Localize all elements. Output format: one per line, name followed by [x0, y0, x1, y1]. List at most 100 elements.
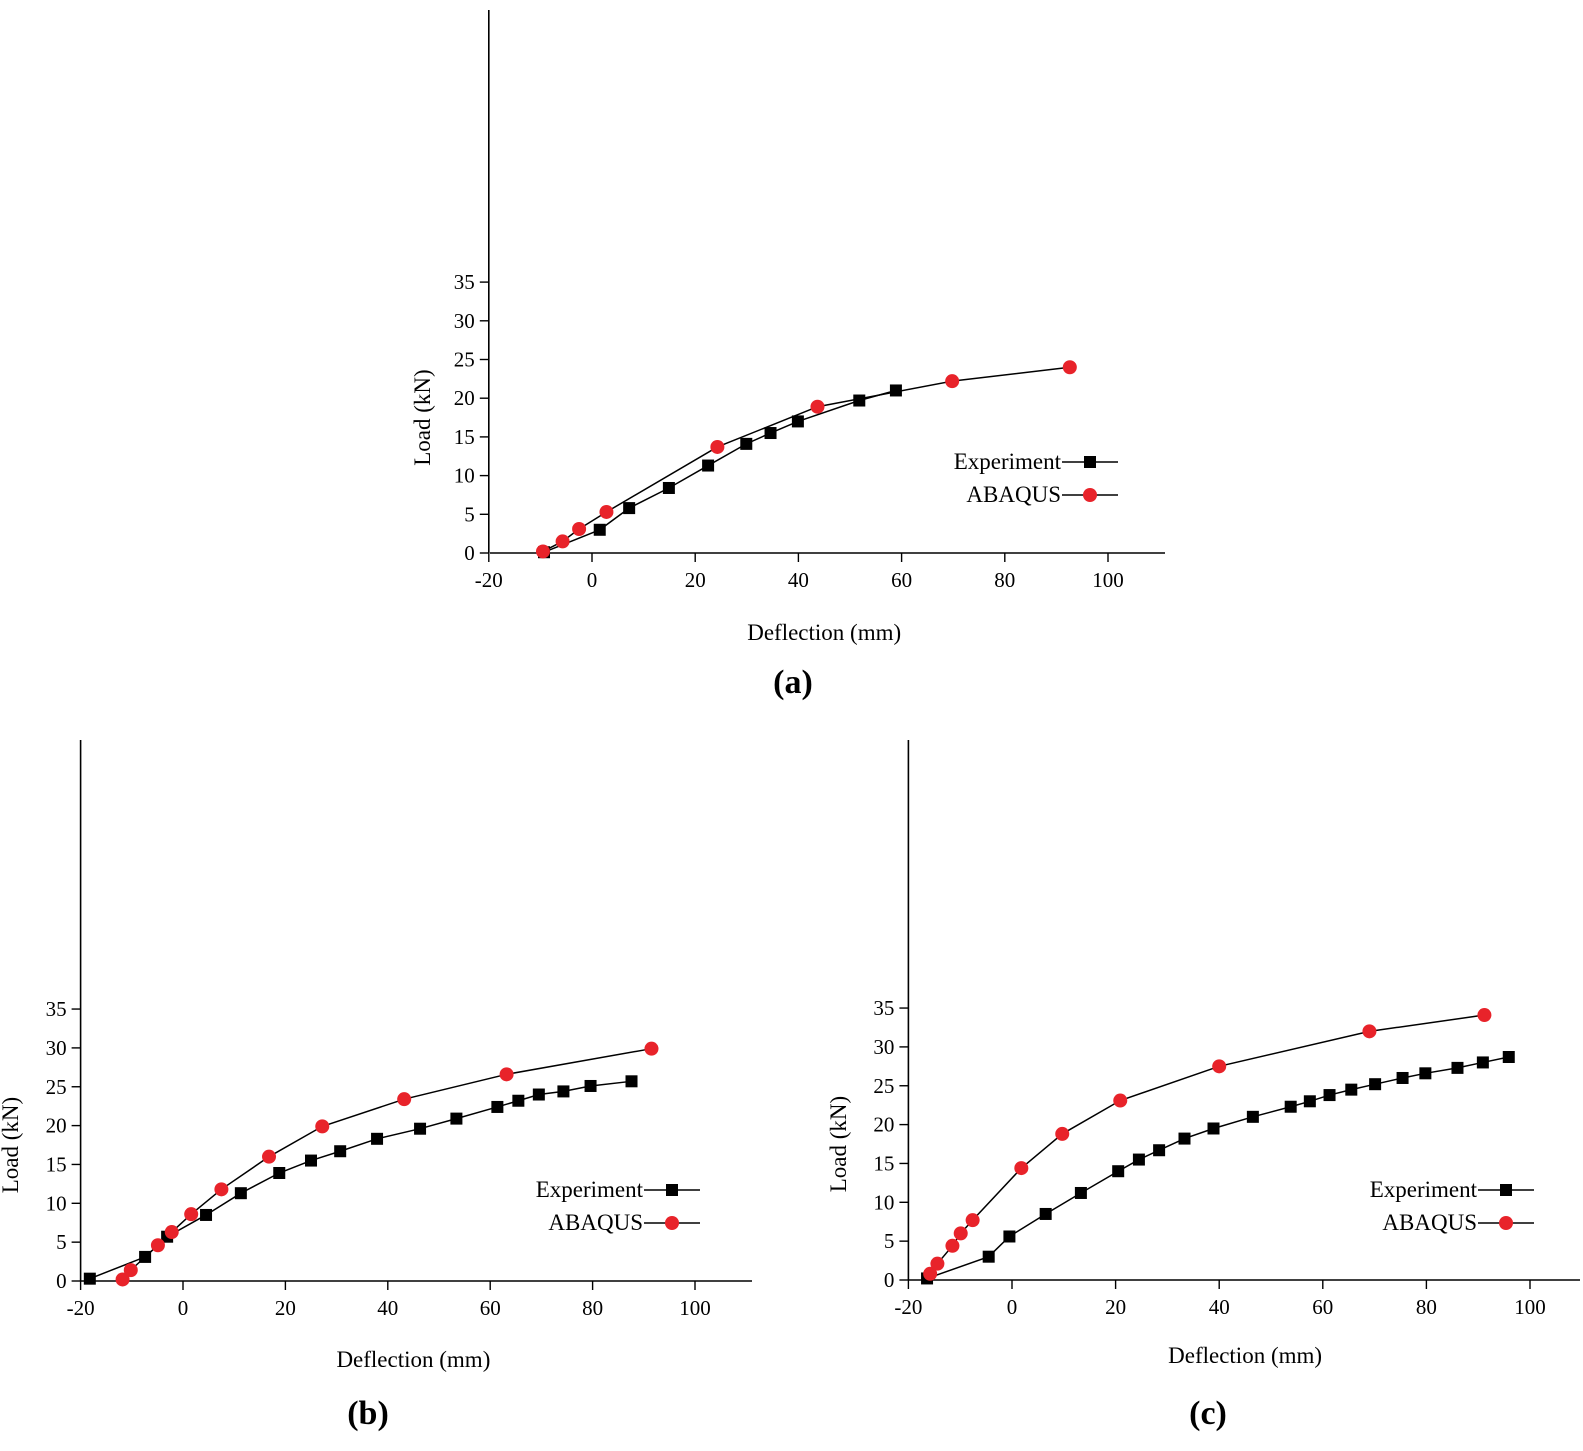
experiment-point: [450, 1112, 463, 1125]
abaqus-point: [164, 1225, 179, 1240]
experiment-point: [414, 1122, 427, 1135]
y-tick-label: 35: [873, 996, 894, 1020]
x-tick-label: -20: [894, 1295, 922, 1319]
experiment-point: [853, 394, 866, 407]
y-axis-title: Load (kN): [826, 1096, 851, 1192]
x-tick-label: 40: [377, 1296, 398, 1320]
experiment-point: [512, 1094, 525, 1107]
experiment-point: [1502, 1051, 1515, 1064]
chart-panel-b: -20 0 20 40 60 80 10005101520253035Deflection …: [0, 740, 752, 1432]
abaqus-point: [923, 1266, 938, 1281]
abaqus-point: [555, 534, 570, 549]
legend-abaqus-marker: [665, 1216, 679, 1230]
y-tick-label: 35: [454, 270, 475, 294]
experiment-point: [791, 415, 804, 428]
abaqus-point: [535, 544, 550, 559]
experiment-point: [764, 427, 777, 440]
legend-label-experiment: Experiment: [1370, 1177, 1478, 1202]
x-tick-label: 80: [1416, 1295, 1437, 1319]
experiment-point: [1207, 1122, 1220, 1135]
experiment-point: [1345, 1083, 1358, 1096]
legend-label-abaqus: ABAQUS: [966, 482, 1061, 507]
y-tick-label: 10: [873, 1190, 894, 1214]
legend-abaqus-marker: [1499, 1216, 1513, 1230]
abaqus-point: [184, 1207, 199, 1222]
abaqus-point: [397, 1092, 412, 1107]
x-tick-label: 0: [587, 568, 598, 592]
abaqus-point: [930, 1256, 945, 1271]
experiment-point: [1419, 1067, 1432, 1080]
experiment-point: [584, 1079, 597, 1092]
x-tick-label: 80: [994, 568, 1015, 592]
abaqus-point: [315, 1119, 330, 1134]
experiment-point: [1476, 1056, 1489, 1069]
legend-experiment-marker: [1500, 1184, 1512, 1196]
experiment-point: [532, 1088, 545, 1101]
series-line-experiment: [543, 389, 897, 553]
abaqus-point: [710, 439, 725, 454]
x-tick-label: 60: [1312, 1295, 1333, 1319]
x-tick-label: 20: [685, 568, 706, 592]
abaqus-point: [644, 1041, 659, 1056]
experiment-point: [491, 1100, 504, 1113]
abaqus-point: [945, 374, 960, 389]
legend-label-experiment: Experiment: [954, 449, 1062, 474]
y-tick-label: 20: [873, 1113, 894, 1137]
x-axis-title: Deflection (mm): [747, 620, 901, 645]
experiment-point: [889, 384, 902, 397]
legend-label-abaqus: ABAQUS: [1382, 1210, 1477, 1235]
experiment-point: [1303, 1095, 1316, 1108]
abaqus-point: [599, 504, 614, 519]
abaqus-point: [1014, 1161, 1029, 1176]
y-tick-label: 5: [884, 1229, 895, 1253]
series-line-abaqus: [122, 1047, 652, 1280]
x-tick-label: 40: [1209, 1295, 1230, 1319]
y-tick-label: 0: [884, 1268, 895, 1292]
y-tick-label: 20: [454, 386, 475, 410]
y-tick-label: 15: [873, 1151, 894, 1175]
x-tick-label: 0: [1007, 1295, 1018, 1319]
experiment-point: [305, 1154, 317, 1167]
y-axis-title: Load (kN): [0, 1097, 23, 1193]
abaqus-point: [1362, 1024, 1377, 1039]
experiment-point: [1039, 1207, 1052, 1220]
experiment-point: [1003, 1230, 1016, 1243]
experiment-point: [371, 1132, 384, 1145]
y-tick-label: 25: [454, 348, 475, 372]
y-tick-label: 30: [46, 1036, 67, 1060]
experiment-point: [557, 1085, 570, 1098]
experiment-point: [702, 459, 715, 472]
experiment-point: [625, 1075, 638, 1088]
y-tick-label: 30: [454, 309, 475, 333]
legend-label-abaqus: ABAQUS: [548, 1210, 643, 1235]
chart-panel-a: -20 0 20 40 60 80 10005101520253035Deflection …: [410, 10, 1165, 701]
panel-label: (a): [773, 664, 813, 701]
abaqus-point: [499, 1067, 514, 1082]
experiment-point: [1132, 1153, 1145, 1166]
experiment-point: [1369, 1078, 1382, 1091]
x-tick-label: -20: [67, 1296, 95, 1320]
y-tick-label: 10: [454, 464, 475, 488]
experiment-point: [1246, 1110, 1259, 1123]
abaqus-point: [150, 1238, 165, 1253]
experiment-point: [1153, 1144, 1166, 1157]
experiment-point: [1074, 1186, 1087, 1199]
abaqus-point: [965, 1213, 980, 1228]
chart-panel-c: -20 0 20 40 60 80 100 0 5 10 15 20 25 30 35 Deflection …: [826, 740, 1580, 1432]
y-tick-label: 25: [873, 1074, 894, 1098]
experiment-point: [1112, 1165, 1125, 1178]
experiment-point: [200, 1208, 213, 1221]
y-tick-label: 30: [873, 1035, 894, 1059]
abaqus-point: [945, 1238, 960, 1253]
abaqus-point: [810, 399, 825, 414]
legend-experiment-marker: [666, 1184, 678, 1196]
x-tick-label: 80: [582, 1296, 603, 1320]
x-tick-label: 60: [480, 1296, 501, 1320]
abaqus-point: [115, 1272, 130, 1287]
x-axis-title: Deflection (mm): [336, 1347, 490, 1372]
abaqus-point: [262, 1149, 277, 1164]
abaqus-point: [1477, 1008, 1492, 1023]
y-tick-label: 5: [56, 1230, 67, 1254]
y-tick-label: 25: [46, 1075, 67, 1099]
